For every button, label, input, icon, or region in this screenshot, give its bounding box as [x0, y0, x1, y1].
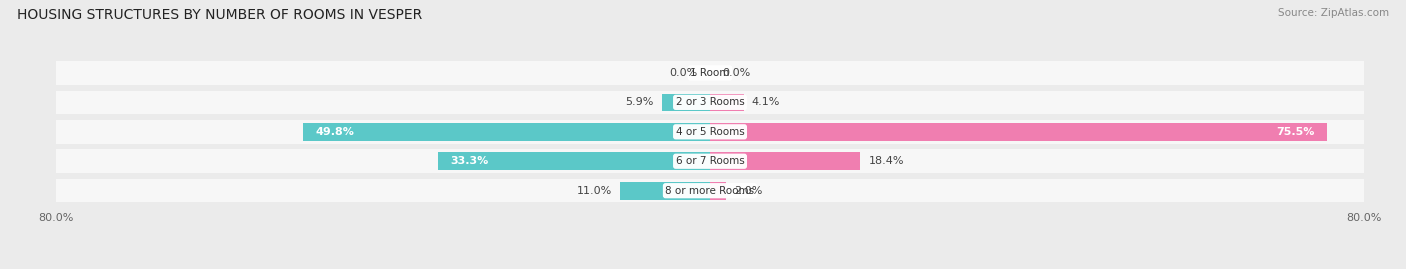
Text: 4.1%: 4.1%: [752, 97, 780, 107]
Text: HOUSING STRUCTURES BY NUMBER OF ROOMS IN VESPER: HOUSING STRUCTURES BY NUMBER OF ROOMS IN…: [17, 8, 422, 22]
Text: 0.0%: 0.0%: [669, 68, 697, 78]
Bar: [437, 153, 710, 170]
Text: Source: ZipAtlas.com: Source: ZipAtlas.com: [1278, 8, 1389, 18]
Text: 5.9%: 5.9%: [626, 97, 654, 107]
Bar: [662, 94, 710, 111]
Bar: [710, 182, 727, 200]
Bar: [56, 150, 1364, 173]
Text: 33.3%: 33.3%: [450, 156, 488, 166]
Text: 8 or more Rooms: 8 or more Rooms: [665, 186, 755, 196]
Text: 11.0%: 11.0%: [576, 186, 612, 196]
Bar: [56, 91, 1364, 114]
Text: 18.4%: 18.4%: [869, 156, 904, 166]
Bar: [304, 123, 710, 141]
Bar: [710, 123, 1327, 141]
Text: 75.5%: 75.5%: [1277, 127, 1315, 137]
Text: 4 or 5 Rooms: 4 or 5 Rooms: [676, 127, 744, 137]
Bar: [710, 94, 744, 111]
Text: 6 or 7 Rooms: 6 or 7 Rooms: [676, 156, 744, 166]
Text: 0.0%: 0.0%: [723, 68, 751, 78]
Text: 1 Room: 1 Room: [690, 68, 730, 78]
Text: 2.0%: 2.0%: [734, 186, 763, 196]
Bar: [56, 61, 1364, 85]
Bar: [56, 179, 1364, 203]
Bar: [56, 120, 1364, 144]
Text: 49.8%: 49.8%: [315, 127, 354, 137]
Text: 2 or 3 Rooms: 2 or 3 Rooms: [676, 97, 744, 107]
Bar: [620, 182, 710, 200]
Bar: [710, 153, 860, 170]
